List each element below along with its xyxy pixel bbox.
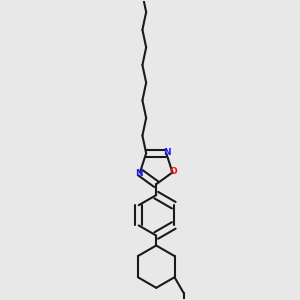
- Text: N: N: [135, 169, 143, 178]
- Text: O: O: [170, 167, 178, 176]
- Text: N: N: [163, 148, 171, 157]
